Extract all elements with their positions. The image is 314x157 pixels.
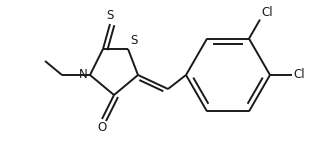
Text: Cl: Cl: [293, 68, 305, 81]
Text: N: N: [79, 68, 88, 81]
Text: S: S: [130, 34, 138, 47]
Text: O: O: [97, 121, 107, 134]
Text: S: S: [106, 9, 114, 22]
Text: Cl: Cl: [261, 6, 273, 19]
